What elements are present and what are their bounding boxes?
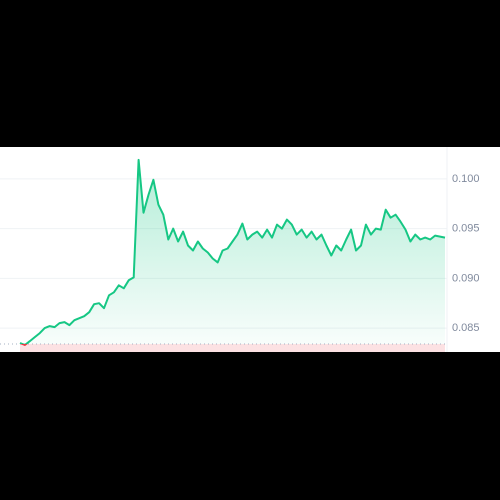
area: [20, 159, 445, 352]
y-tick-label: 0.095: [452, 223, 480, 235]
price-line: [19, 158, 446, 346]
y-tick-label: 0.085: [452, 322, 480, 334]
y-tick-label: 0.100: [452, 173, 480, 185]
y-tick-label: 0.090: [452, 272, 480, 284]
